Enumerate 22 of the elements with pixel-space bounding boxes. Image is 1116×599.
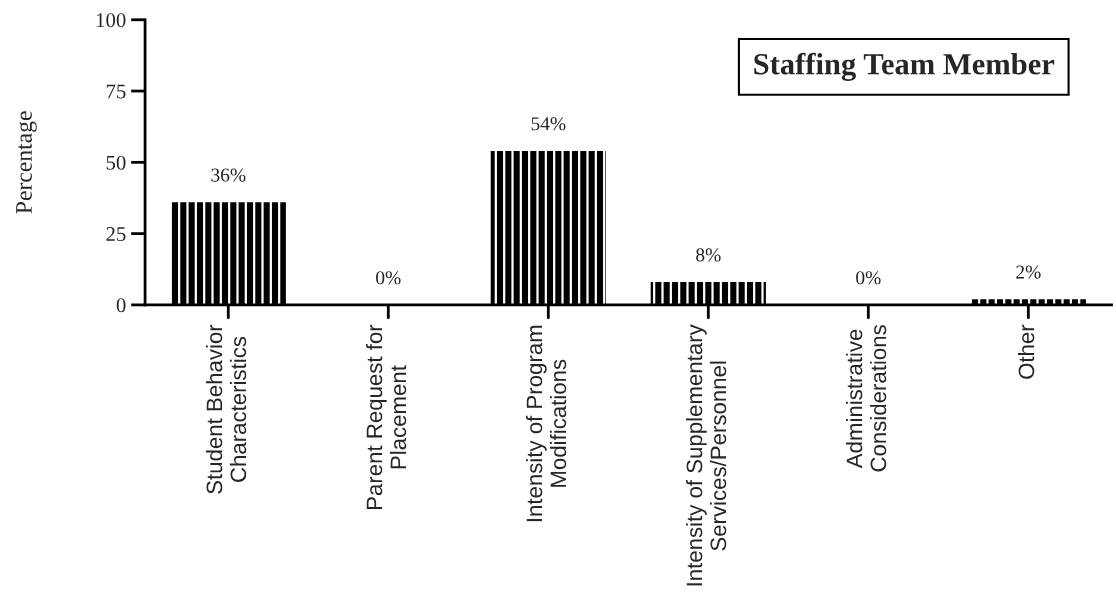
y-tick-label: 75	[106, 84, 126, 99]
bar	[490, 150, 606, 305]
y-tick-label: 50	[106, 155, 126, 170]
y-axis-title: Percentage	[16, 111, 37, 214]
data-label: 2%	[1016, 265, 1041, 279]
bar	[650, 282, 766, 305]
x-tick-label: Student Behavior Characteristics	[205, 324, 247, 494]
data-label: 0%	[376, 271, 401, 285]
data-label: 8%	[696, 248, 721, 262]
bar	[170, 202, 286, 305]
x-tick-label: Parent Request for Placement	[365, 324, 407, 510]
y-tick-label: 25	[106, 227, 126, 242]
x-tick-label: Other	[1017, 324, 1035, 379]
y-tick-label: 100	[96, 13, 126, 28]
data-label: 54%	[531, 117, 566, 131]
x-tick-label: Intensity of Program Modifications	[525, 325, 567, 522]
data-label: 0%	[856, 271, 881, 285]
y-tick-label: 0	[116, 298, 126, 313]
text: Staffing Team Member	[754, 52, 1055, 81]
x-tick-label: Administrative Considerations	[846, 325, 887, 472]
data-label: 36%	[211, 168, 246, 182]
x-tick-label: Intensity of Supplementary Services/Personnel	[685, 324, 727, 586]
